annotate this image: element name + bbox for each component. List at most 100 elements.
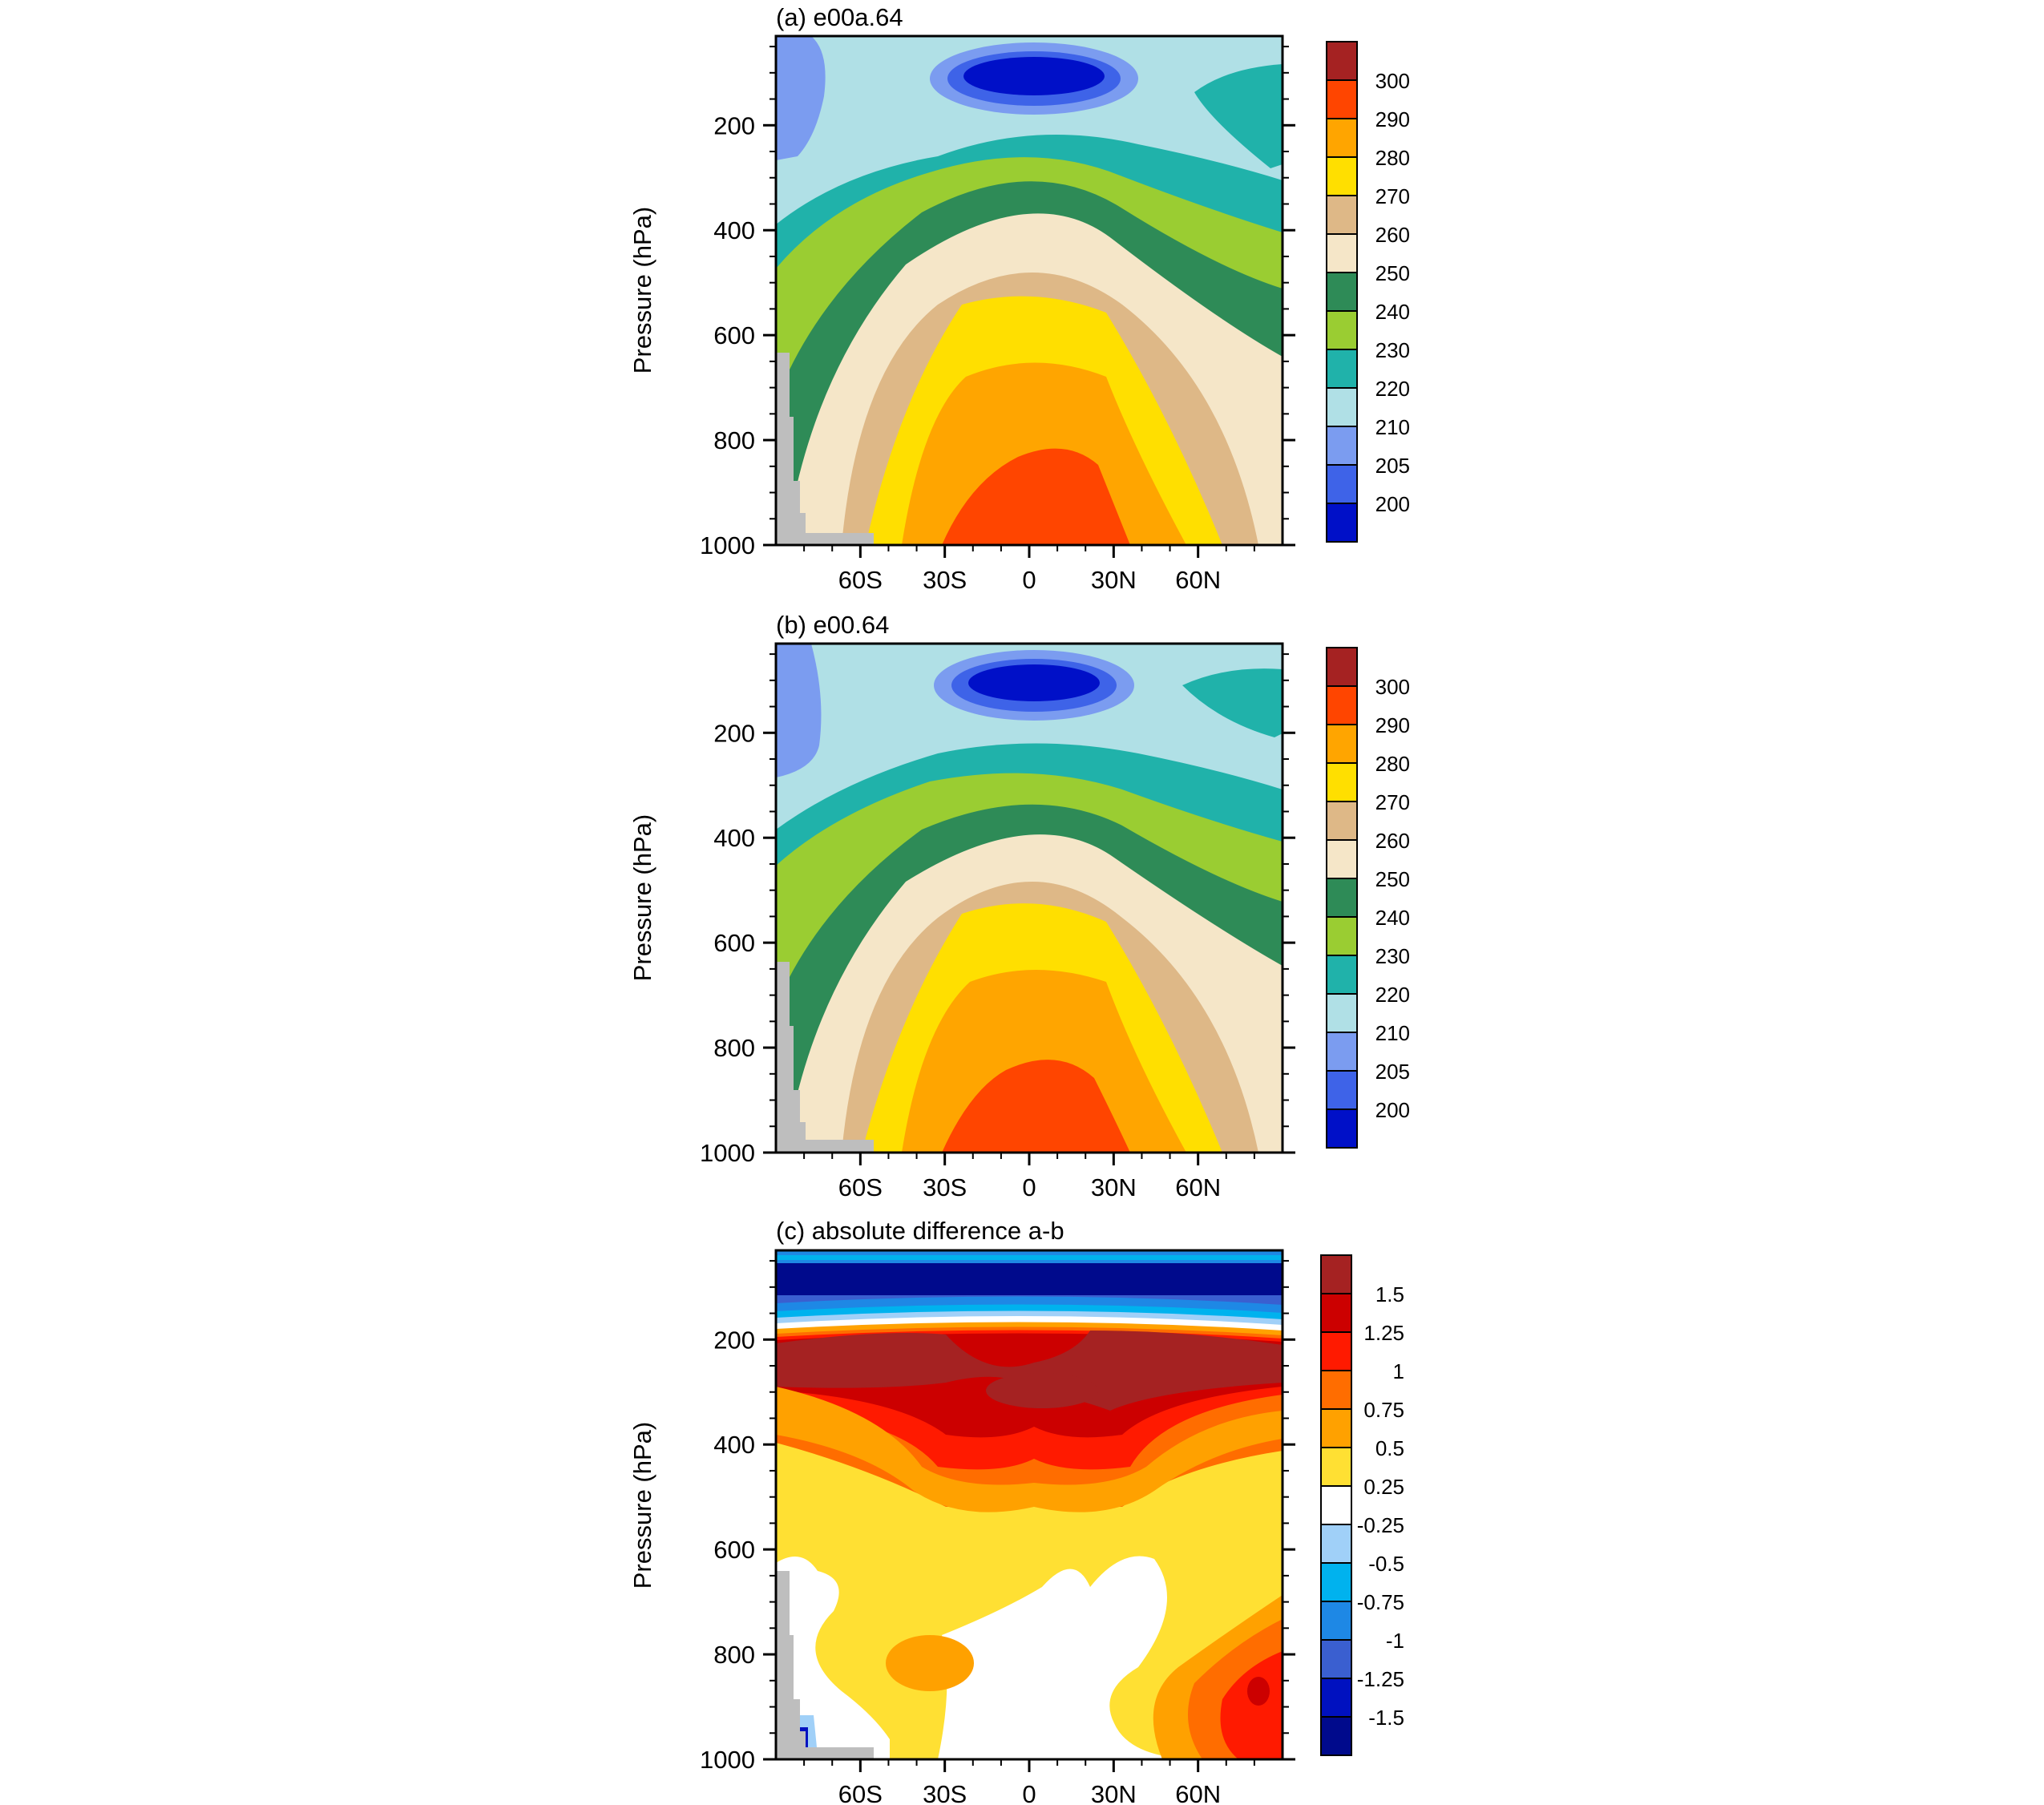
x-tick-label: 60N	[1175, 566, 1221, 594]
colorbar-label: 210	[1375, 1021, 1410, 1045]
colorbar-swatch	[1320, 1408, 1352, 1448]
panel-c-field	[776, 1250, 1283, 1759]
colorbar-label: 300	[1375, 675, 1410, 699]
colorbar-label: 1.5	[1375, 1282, 1404, 1306]
colorbar-swatch	[1326, 387, 1358, 427]
panel-a-sh-205-patch	[776, 36, 826, 160]
colorbar-label: 260	[1375, 829, 1410, 853]
colorbar-label: 250	[1375, 867, 1410, 891]
colorbar-swatch	[1326, 1108, 1358, 1149]
colorbar-label: 300	[1375, 69, 1410, 93]
panel-a-title: (a) e00a.64	[776, 3, 903, 31]
x-tick-label: 30S	[923, 1173, 967, 1201]
y-tick-label: 400	[713, 1431, 755, 1459]
colorbar-swatch	[1326, 1070, 1358, 1110]
x-tick-label: 30N	[1091, 1780, 1137, 1805]
colorbar-swatch	[1326, 801, 1358, 841]
y-tick-label: 400	[713, 216, 755, 244]
colorbar-swatch	[1326, 762, 1358, 802]
colorbar-label: 270	[1375, 790, 1410, 814]
colorbar-swatch	[1320, 1678, 1352, 1718]
colorbar-swatch	[1326, 685, 1358, 725]
colorbar-swatch	[1326, 426, 1358, 466]
colorbar-swatch	[1326, 503, 1358, 543]
colorbar-swatch	[1326, 349, 1358, 389]
y-tick-label: 1000	[700, 531, 755, 559]
y-tick-label: 200	[713, 111, 755, 139]
y-tick-label: 200	[713, 719, 755, 747]
colorbar-label: 280	[1375, 146, 1410, 170]
colorbar-swatch	[1320, 1370, 1352, 1410]
x-tick-label: 0	[1022, 1173, 1036, 1201]
colorbar-label: 205	[1375, 1060, 1410, 1084]
x-tick-label: 30N	[1091, 1173, 1137, 1201]
panel-c-title: (c) absolute difference a-b	[776, 1217, 1064, 1245]
colorbar-label: -1.25	[1357, 1667, 1404, 1691]
x-tick-label: 60N	[1175, 1173, 1221, 1201]
panel-a-field	[776, 36, 1283, 545]
colorbar-swatch	[1326, 233, 1358, 273]
colorbar-label: -0.5	[1368, 1552, 1404, 1576]
y-tick-label: 800	[713, 1641, 755, 1669]
panel-a: (a) e00a.64 200 400 600 800 1000 60S 30S 0 30N 60…	[628, 3, 1410, 594]
colorbar-label: -1	[1386, 1629, 1404, 1653]
x-tick-label: 60S	[838, 566, 883, 594]
colorbar-label: 270	[1375, 184, 1410, 208]
panel-a-terrain	[776, 353, 874, 545]
colorbar-swatch	[1326, 1032, 1358, 1072]
panel-c-ylabel: Pressure (hPa)	[628, 1422, 656, 1589]
panel-b-core-195	[968, 664, 1100, 701]
colorbar-swatch	[1326, 156, 1358, 196]
colorbar-swatch	[1326, 916, 1358, 956]
panel-b-title: (b) e00.64	[776, 611, 889, 639]
colorbar-swatch	[1326, 310, 1358, 350]
y-tick-label: 1000	[700, 1139, 755, 1167]
panel-c-axes: 200 400 600 800 1000 60S 30S 0 30N 60N	[700, 1260, 1295, 1805]
colorbar-label: -0.25	[1357, 1513, 1404, 1537]
y-tick-label: 600	[713, 929, 755, 957]
colorbar-swatch	[1320, 1485, 1352, 1525]
colorbar-label: 0.5	[1375, 1436, 1404, 1460]
colorbar-swatch	[1320, 1524, 1352, 1564]
colorbar-label: 230	[1375, 944, 1410, 968]
y-tick-label: 800	[713, 1034, 755, 1062]
panel-a-axes: 200 400 600 800 1000 60S 30S 0 30N 60N	[700, 46, 1295, 594]
colorbar-swatch	[1320, 1601, 1352, 1641]
colorbar-label: 220	[1375, 377, 1410, 401]
colorbar-label: 220	[1375, 983, 1410, 1007]
colorbar-label: 240	[1375, 906, 1410, 930]
x-tick-label: 0	[1022, 566, 1036, 594]
x-tick-label: 60N	[1175, 1780, 1221, 1805]
colorbar-swatch	[1326, 41, 1358, 81]
colorbar-swatch	[1326, 79, 1358, 119]
panel-b-terrain	[776, 962, 874, 1153]
panel-a-core-195	[963, 57, 1105, 95]
y-tick-label: 600	[713, 321, 755, 349]
y-tick-label: 1000	[700, 1746, 755, 1774]
colorbar-swatch	[1326, 464, 1358, 504]
panel-b-field	[776, 644, 1283, 1153]
panel-a-band-290	[942, 448, 1130, 545]
x-tick-label: 30S	[923, 566, 967, 594]
panel-a-ylabel: Pressure (hPa)	[628, 207, 656, 374]
panel-c-cold-core	[776, 1263, 1283, 1295]
y-tick-label: 200	[713, 1326, 755, 1354]
y-tick-label: 800	[713, 426, 755, 454]
colorbar-swatch	[1326, 647, 1358, 687]
colorbar-swatch	[1326, 272, 1358, 312]
x-tick-label: 30N	[1091, 566, 1137, 594]
colorbar-swatch	[1326, 118, 1358, 158]
colorbar-swatch	[1320, 1331, 1352, 1371]
panel-b-axes: 200 400 600 800 1000 60S 30S 0 30N 60N	[700, 653, 1295, 1201]
colorbar-label: 200	[1375, 1098, 1410, 1122]
colorbar-label: 0.75	[1363, 1398, 1404, 1422]
colorbar-label: -1.5	[1368, 1706, 1404, 1730]
y-tick-label: 600	[713, 1536, 755, 1564]
panel-c-band-brown	[776, 1331, 1283, 1411]
colorbar-swatch	[1326, 955, 1358, 995]
panel-b: (b) e00.64 200 400 600 800 1000 60S 30S 0 30N 60N…	[628, 611, 1410, 1201]
colorbar-swatch	[1320, 1639, 1352, 1679]
colorbar-swatch	[1326, 839, 1358, 879]
colorbar-label: 260	[1375, 223, 1410, 247]
panel-c-terrain	[776, 1571, 874, 1759]
